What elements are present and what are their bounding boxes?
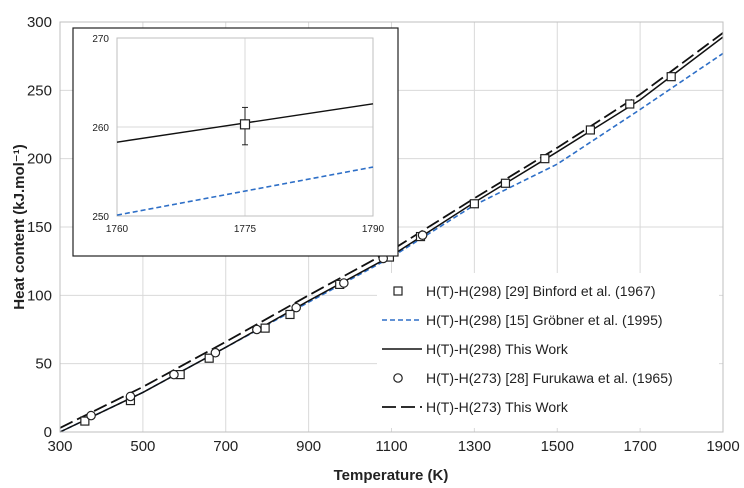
main-tick-labels: 300 500 700 900 1100 1300 1500 1700 1900 0 50 100 15…: [27, 14, 740, 455]
x-tick-label: 1300: [458, 438, 491, 455]
data-point-square: [500, 178, 511, 188]
legend-marker-square: [393, 286, 403, 296]
data-point-circle: [169, 369, 179, 380]
legend-box: [377, 273, 719, 428]
legend-label: H(T)-H(273) This Work: [426, 399, 569, 415]
y-tick-label: 250: [27, 82, 52, 99]
data-point-square: [80, 416, 90, 426]
x-tick-label: 700: [213, 438, 238, 455]
inset-x-tick-label: 1775: [234, 224, 257, 235]
data-point-square: [585, 125, 596, 135]
data-point-circle: [291, 302, 301, 313]
data-point-square: [469, 199, 479, 209]
data-point-circle: [86, 410, 96, 421]
y-tick-label: 100: [27, 287, 52, 304]
inset-y-tick-label: 270: [92, 34, 109, 45]
data-point-square: [625, 99, 635, 109]
inset-plot-frame: [116, 37, 374, 217]
x-tick-label: 1900: [706, 438, 739, 455]
x-tick-label: 900: [296, 438, 321, 455]
data-point-square: [260, 323, 270, 333]
data-point-circle: [125, 391, 136, 402]
y-tick-label: 150: [27, 219, 52, 236]
data-point-circle: [417, 230, 428, 240]
x-axis-title: Temperature (K): [334, 467, 449, 484]
data-point-circle: [210, 347, 221, 358]
y-axis-title: Heat content (kJ.mol⁻¹): [11, 144, 28, 309]
x-tick-label: 1500: [541, 438, 574, 455]
y-tick-label: 50: [35, 356, 52, 373]
inset-series: [116, 103, 374, 216]
data-point-square: [285, 309, 295, 320]
inset-data-point-square: [239, 119, 251, 130]
inset-y-tick-label: 260: [92, 123, 109, 134]
inset-x-tick-label: 1760: [106, 224, 129, 235]
inset-dashed-line: [116, 166, 374, 216]
y-tick-label: 200: [27, 151, 52, 168]
inset-background: [72, 27, 399, 257]
data-point-circle: [339, 278, 349, 288]
inset-tick-labels: 1760 1775 1790 250 260 270: [92, 34, 384, 235]
y-tick-label: 0: [44, 424, 52, 441]
data-point-square: [540, 154, 550, 164]
x-tick-label: 1100: [375, 438, 407, 455]
legend-label: H(T)-H(298) [29] Binford et al. (1967): [426, 283, 656, 299]
y-tick-label: 300: [27, 14, 52, 31]
x-tick-label: 300: [47, 438, 72, 455]
inset-y-tick-label: 250: [92, 212, 109, 223]
legend-label: H(T)-H(298) [15] Gröbner et al. (1995): [426, 312, 663, 328]
data-point-square: [204, 353, 214, 363]
inset-chart: 1760 1775 1790 250 260 270: [72, 27, 399, 257]
plot-frame: [59, 21, 724, 433]
data-point-circle: [252, 324, 262, 335]
legend-marker-circle: [393, 373, 403, 383]
x-tick-label: 1700: [623, 438, 656, 455]
x-tick-label: 500: [130, 438, 155, 455]
data-point-square: [666, 72, 676, 82]
legend-label: H(T)-H(273) [28] Furukawa et al. (1965): [426, 370, 673, 386]
legend-label: H(T)-H(298) This Work: [426, 341, 569, 357]
inset-x-tick-label: 1790: [362, 224, 385, 235]
legend: H(T)-H(298) [29] Binford et al. (1967) H(…: [377, 273, 719, 428]
